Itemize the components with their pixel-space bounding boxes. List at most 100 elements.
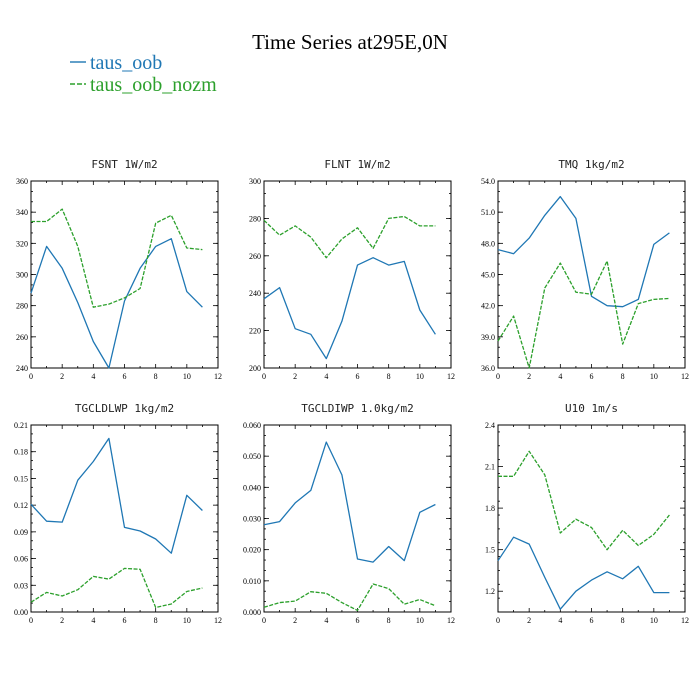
x-tick-label-flnt: 6 xyxy=(356,372,360,381)
y-tick-label-tgcldiwp: 0.020 xyxy=(243,546,261,555)
series-line-taus-oob-tmq xyxy=(497,195,670,308)
y-tick-label-u10: 1.5 xyxy=(485,546,495,555)
x-tick-label-flnt: 12 xyxy=(447,372,455,381)
y-tick-label-fsnt: 260 xyxy=(16,333,28,342)
y-tick-label-tmq: 39.0 xyxy=(481,333,495,342)
y-tick-label-tgcldlwp: 0.21 xyxy=(14,421,28,430)
series-line-taus-oob-nozm-fsnt xyxy=(31,208,203,308)
y-tick-label-tmq: 51.0 xyxy=(481,208,495,217)
y-tick-label-flnt: 240 xyxy=(249,289,261,298)
x-tick-label-tgcldiwp: 8 xyxy=(387,616,391,625)
x-tick-label-tmq: 0 xyxy=(496,372,500,381)
x-tick-label-tgcldiwp: 4 xyxy=(324,616,328,625)
y-tick-label-tgcldiwp: 0.030 xyxy=(243,515,261,524)
y-tick-label-flnt: 200 xyxy=(249,364,261,373)
panel-tgcldiwp: TGCLDIWP 1.0kg/m2 0 2 4 6 8 10 12 0.000 0.010 0.02… xyxy=(243,402,455,625)
series-line-taus-oob-nozm-tgcldlwp xyxy=(30,567,203,609)
legend-label-taus-oob: taus_oob xyxy=(90,52,162,74)
panel-flnt: FLNT 1W/m2 0 2 4 6 8 10 12 200 220 240 260 280 300 xyxy=(249,158,455,381)
series-line-taus-oob-fsnt xyxy=(30,238,203,369)
x-tick-label-fsnt: 8 xyxy=(154,372,158,381)
series-line-taus-oob-tgcldiwp xyxy=(263,441,436,563)
series-line-taus-oob-u10 xyxy=(497,536,670,610)
y-tick-label-flnt: 300 xyxy=(249,177,261,186)
y-tick-label-fsnt: 240 xyxy=(16,364,28,373)
panel-title-tgcldiwp: TGCLDIWP 1.0kg/m2 xyxy=(301,402,414,415)
panel-fsnt: FSNT 1W/m2 0 2 4 6 8 10 12 240 260 280 300 320 340 360 xyxy=(16,158,222,381)
x-tick-label-u10: 8 xyxy=(621,616,625,625)
series-line-taus-oob-tgcldlwp xyxy=(30,437,203,554)
x-tick-label-tmq: 12 xyxy=(681,372,689,381)
y-tick-label-u10: 2.1 xyxy=(485,463,495,472)
panels: FSNT 1W/m20 2 4 6 8 10 12240260280300320340360… xyxy=(14,158,689,625)
x-tick-label-tgcldlwp: 12 xyxy=(214,616,222,625)
x-tick-label-fsnt: 2 xyxy=(60,372,64,381)
panel-title-flnt: FLNT 1W/m2 xyxy=(324,158,390,171)
y-tick-label-tgcldlwp: 0.03 xyxy=(14,581,28,590)
x-tick-label-fsnt: 6 xyxy=(123,372,127,381)
y-tick-label-tmq: 54.0 xyxy=(481,177,495,186)
y-tick-label-tmq: 45.0 xyxy=(481,271,495,280)
y-tick-label-fsnt: 280 xyxy=(16,302,28,311)
x-tick-label-fsnt: 12 xyxy=(214,372,222,381)
y-tick-label-tgcldlwp: 0.06 xyxy=(14,555,28,564)
x-tick-label-u10: 2 xyxy=(527,616,531,625)
panel-title-tgcldlwp: TGCLDLWP 1kg/m2 xyxy=(75,402,174,415)
panel-tmq: TMQ 1kg/m2 0 2 4 6 8 10 12 36.0 39.0 42.0 45.0 48.0 5… xyxy=(481,158,689,381)
legend-label-taus-oob-nozm: taus_oob_nozm xyxy=(90,74,217,96)
x-tick-label-flnt: 10 xyxy=(416,372,424,381)
panel-title-tmq: TMQ 1kg/m2 xyxy=(558,158,624,171)
y-tick-label-tmq: 42.0 xyxy=(481,302,495,311)
x-tick-label-u10: 0 xyxy=(496,616,500,625)
x-tick-label-fsnt: 0 xyxy=(29,372,33,381)
series-line-taus-oob-nozm-tgcldiwp xyxy=(263,583,436,612)
panel-u10: U10 1m/s 0 2 4 6 8 10 12 1.2 1.5 1.8 2.1 2.4 xyxy=(485,402,689,625)
legend: taus_oob taus_oob_nozm xyxy=(70,52,217,96)
x-tick-label-tmq: 10 xyxy=(650,372,658,381)
x-tick-label-flnt: 8 xyxy=(387,372,391,381)
y-tick-label-fsnt: 360 xyxy=(16,177,28,186)
x-tick-label-tgcldiwp: 0 xyxy=(262,616,266,625)
series-line-taus-oob-nozm-u10 xyxy=(498,450,670,551)
y-tick-label-u10: 1.8 xyxy=(485,504,495,513)
y-tick-label-fsnt: 300 xyxy=(16,271,28,280)
y-tick-label-tgcldlwp: 0.18 xyxy=(14,448,28,457)
x-tick-label-fsnt: 10 xyxy=(183,372,191,381)
y-tick-label-u10: 1.2 xyxy=(485,587,495,596)
x-tick-label-tgcldiwp: 6 xyxy=(356,616,360,625)
y-tick-label-tmq: 48.0 xyxy=(481,239,495,248)
y-tick-label-flnt: 260 xyxy=(249,252,261,261)
x-tick-label-tmq: 8 xyxy=(621,372,625,381)
y-tick-label-tmq: 36.0 xyxy=(481,364,495,373)
y-tick-label-tgcldlwp: 0.00 xyxy=(14,608,28,617)
panel-tgcldlwp: TGCLDLWP 1kg/m2 0 2 4 6 8 10 12 0.00 0.03 0.06 0.09… xyxy=(14,402,222,625)
x-tick-label-fsnt: 4 xyxy=(91,372,95,381)
y-tick-label-u10: 2.4 xyxy=(485,421,495,430)
y-tick-label-flnt: 220 xyxy=(249,327,261,336)
y-tick-label-tgcldlwp: 0.09 xyxy=(14,528,28,537)
x-tick-label-tgcldiwp: 2 xyxy=(293,616,297,625)
x-tick-label-tgcldlwp: 10 xyxy=(183,616,191,625)
series-line-taus-oob-flnt xyxy=(263,257,436,360)
panel-title-u10: U10 1m/s xyxy=(565,402,618,415)
series-line-taus-oob-nozm-tmq xyxy=(497,260,670,369)
series-line-taus-oob-nozm-flnt xyxy=(263,215,436,259)
figure-title: Time Series at295E,0N xyxy=(252,30,448,54)
x-tick-label-tgcldiwp: 12 xyxy=(447,616,455,625)
x-tick-label-u10: 10 xyxy=(650,616,658,625)
y-tick-label-tgcldiwp: 0.000 xyxy=(243,608,261,617)
y-tick-label-tgcldiwp: 0.040 xyxy=(243,483,261,492)
x-tick-label-tgcldlwp: 0 xyxy=(29,616,33,625)
y-tick-label-tgcldiwp: 0.010 xyxy=(243,577,261,586)
x-tick-label-u10: 4 xyxy=(558,616,562,625)
x-tick-label-u10: 12 xyxy=(681,616,689,625)
x-tick-label-tgcldlwp: 8 xyxy=(154,616,158,625)
x-tick-label-tmq: 6 xyxy=(590,372,594,381)
x-tick-label-tgcldlwp: 6 xyxy=(123,616,127,625)
x-tick-label-tmq: 4 xyxy=(558,372,562,381)
y-tick-label-flnt: 280 xyxy=(249,214,261,223)
y-tick-label-tgcldiwp: 0.050 xyxy=(243,452,261,461)
x-tick-label-tgcldlwp: 4 xyxy=(91,616,95,625)
x-tick-label-u10: 6 xyxy=(590,616,594,625)
